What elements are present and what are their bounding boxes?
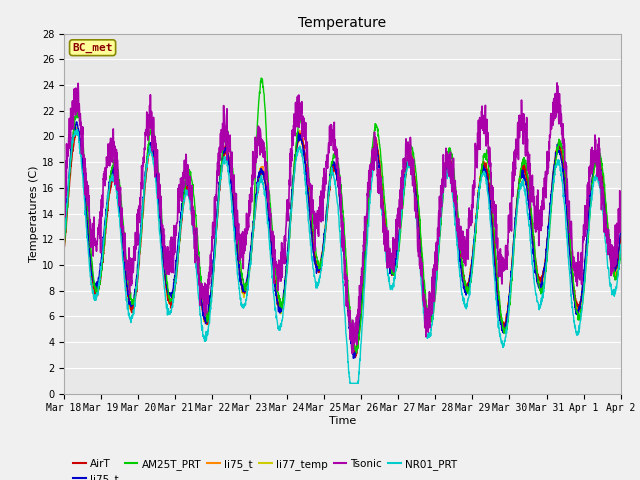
Title: Temperature: Temperature <box>298 16 387 30</box>
Y-axis label: Temperatures (C): Temperatures (C) <box>29 165 39 262</box>
Text: BC_met: BC_met <box>72 43 113 53</box>
Legend: AirT, li75_t, AM25T_PRT, li75_t, li77_temp, Tsonic, NR01_PRT: AirT, li75_t, AM25T_PRT, li75_t, li77_te… <box>69 455 461 480</box>
X-axis label: Time: Time <box>329 416 356 426</box>
